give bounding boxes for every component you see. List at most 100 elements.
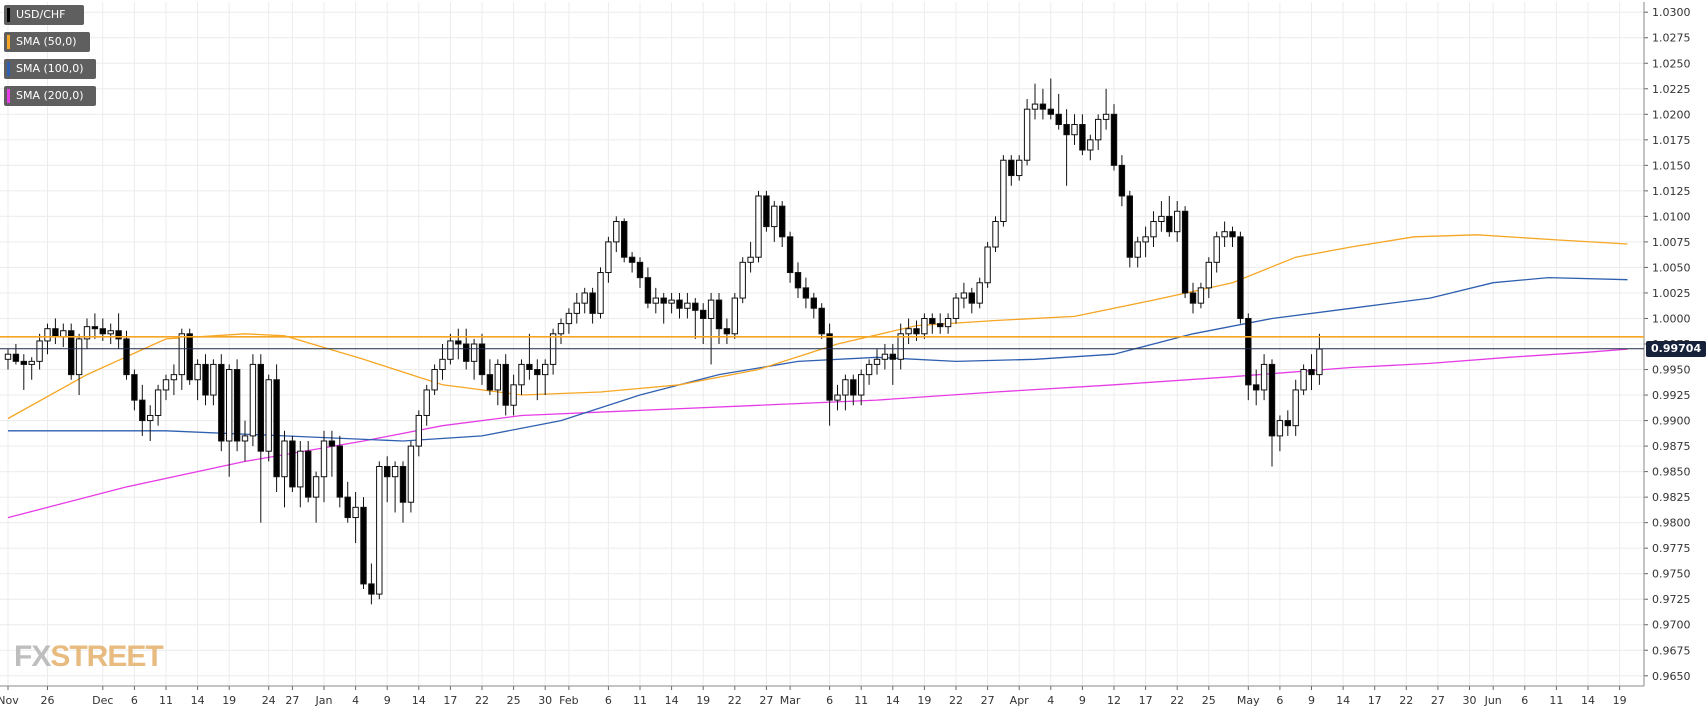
candle xyxy=(1047,78,1054,120)
candle xyxy=(794,262,802,299)
candle xyxy=(4,349,12,370)
x-tick-label: 14 xyxy=(191,694,205,707)
candle-body-up xyxy=(1016,159,1023,177)
candle-body-down xyxy=(534,369,541,376)
sma50-line xyxy=(7,234,1628,420)
candle-body-up xyxy=(976,282,983,304)
candle xyxy=(1055,93,1062,130)
candle-body-up xyxy=(439,358,446,371)
candle-body-down xyxy=(384,466,391,478)
candle xyxy=(1142,226,1149,258)
candle-body-up xyxy=(1087,139,1094,151)
x-tick-label: 17 xyxy=(1139,694,1153,707)
x-tick-label: 22 xyxy=(1399,694,1413,707)
candle-body-up xyxy=(557,323,565,335)
candle-body-down xyxy=(139,399,146,422)
candle xyxy=(739,257,746,304)
candle xyxy=(1158,201,1165,232)
candle xyxy=(968,287,975,314)
candle-body-up xyxy=(391,466,399,478)
x-tick-label: 6 xyxy=(1521,694,1528,707)
candle xyxy=(131,369,138,411)
candle-body-down xyxy=(810,297,817,309)
candle-body-up xyxy=(249,363,257,437)
x-tick-label: 22 xyxy=(728,694,742,707)
y-tick-label: 0.9925 xyxy=(1652,389,1691,402)
y-tick-label: 1.0250 xyxy=(1652,57,1691,70)
candle xyxy=(565,308,573,334)
candle-body-up xyxy=(376,466,383,595)
y-tick-label: 0.9700 xyxy=(1652,619,1691,632)
candle-body-up xyxy=(747,256,754,263)
candle-body-up xyxy=(60,330,67,338)
candle-body-down xyxy=(1181,210,1189,294)
candle xyxy=(573,292,580,324)
candle-body-up xyxy=(36,340,43,362)
candle xyxy=(1181,206,1189,299)
candle-body-down xyxy=(1237,236,1244,319)
candle-body-down xyxy=(968,292,975,304)
candle xyxy=(526,333,533,380)
candle xyxy=(715,292,723,344)
candle xyxy=(391,461,399,513)
candle-body-up xyxy=(1276,420,1284,437)
candle-body-up xyxy=(470,343,478,362)
candle-body-up xyxy=(613,220,620,243)
candle-body-down xyxy=(1284,420,1291,427)
candle xyxy=(652,287,659,314)
y-tick-label: 1.0200 xyxy=(1652,108,1691,121)
candle xyxy=(123,330,130,380)
legend-item-usdchf[interactable]: USD/CHF xyxy=(4,5,84,25)
candle-body-down xyxy=(676,299,683,309)
candle xyxy=(810,292,817,319)
candle xyxy=(1031,83,1039,120)
candle-body-down xyxy=(1039,103,1047,110)
current-price-label: 0.99704 xyxy=(1646,340,1707,357)
x-tick-label: 17 xyxy=(1368,694,1382,707)
candle-body-up xyxy=(1213,236,1220,263)
candle-body-up xyxy=(194,363,201,381)
candle-body-down xyxy=(621,220,628,258)
candle-body-up xyxy=(83,326,91,340)
y-tick-label: 1.0125 xyxy=(1652,185,1691,198)
candle xyxy=(423,384,430,426)
candle xyxy=(873,349,881,375)
x-tick-label: 11 xyxy=(1549,694,1563,707)
candle xyxy=(494,359,502,406)
candle-body-down xyxy=(715,299,723,330)
legend-label: USD/CHF xyxy=(16,8,66,21)
candle-body-up xyxy=(312,476,320,498)
candle xyxy=(818,303,825,339)
candle-body-up xyxy=(1316,348,1323,376)
candle-body-down xyxy=(786,236,794,274)
candle-body-up xyxy=(1142,236,1149,243)
legend-item-sma100[interactable]: SMA (100,0) xyxy=(4,59,96,79)
x-tick-label: 27 xyxy=(981,694,995,707)
candle-body-up xyxy=(1197,287,1205,304)
candle xyxy=(218,354,225,452)
candle-body-down xyxy=(202,363,209,396)
legend-item-sma200[interactable]: SMA (200,0) xyxy=(4,86,96,106)
candle-body-up xyxy=(28,360,35,365)
y-tick-label: 0.9900 xyxy=(1652,415,1691,428)
x-tick-label: 12 xyxy=(1107,694,1121,707)
candle xyxy=(241,420,249,462)
candle-body-down xyxy=(700,309,707,319)
candle xyxy=(376,461,383,600)
candle xyxy=(1087,134,1094,161)
candle-body-up xyxy=(162,379,170,391)
candle xyxy=(139,384,146,436)
candle-body-up xyxy=(1023,108,1031,161)
legend-item-sma50[interactable]: SMA (50,0) xyxy=(4,32,90,52)
candle-body-up xyxy=(297,450,304,488)
candle-body-down xyxy=(186,333,193,381)
candle xyxy=(281,430,288,508)
candle-body-down xyxy=(368,583,375,595)
candle xyxy=(455,328,462,360)
candle-body-up xyxy=(1000,159,1007,222)
candle-body-down xyxy=(91,326,99,330)
candle-body-up xyxy=(423,389,430,416)
fxstreet-logo: FXSTREET xyxy=(14,640,164,674)
candle-body-up xyxy=(739,261,746,299)
